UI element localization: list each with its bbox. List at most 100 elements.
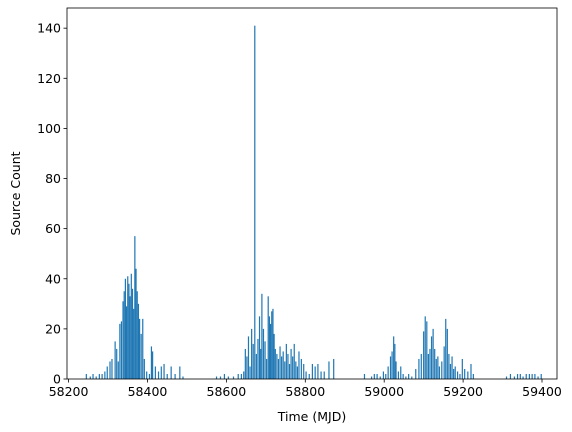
bar <box>528 373 530 379</box>
x-tick-label: 59400 <box>522 384 562 399</box>
bar <box>434 348 436 379</box>
bar <box>472 373 474 379</box>
bar <box>131 288 134 379</box>
bar <box>252 343 254 379</box>
bar <box>142 318 144 379</box>
bar <box>254 25 256 380</box>
bar <box>182 376 184 379</box>
bar <box>124 278 126 379</box>
bar <box>246 356 248 379</box>
bar <box>459 373 461 379</box>
bar <box>157 371 160 379</box>
bar <box>379 376 381 379</box>
bar <box>293 343 295 379</box>
bar <box>333 358 335 379</box>
bar <box>387 366 389 379</box>
bar <box>405 376 407 379</box>
bar <box>435 358 437 379</box>
bar <box>247 336 250 379</box>
bar <box>295 361 297 379</box>
plot-frame <box>66 7 558 380</box>
bar <box>453 368 455 379</box>
bar <box>300 358 302 379</box>
bar <box>393 336 395 379</box>
bar <box>179 366 181 379</box>
bar <box>257 338 259 379</box>
bar <box>268 316 270 379</box>
bar <box>323 371 325 379</box>
bar <box>292 356 294 379</box>
bar <box>363 373 366 379</box>
bar <box>85 373 87 379</box>
bar <box>426 321 428 379</box>
bar <box>456 371 459 379</box>
bar <box>111 358 113 379</box>
bar <box>273 333 275 379</box>
bar <box>287 353 289 379</box>
bar <box>262 328 265 379</box>
x-tick-label: 58400 <box>128 384 168 399</box>
bar <box>400 366 402 379</box>
bar <box>311 363 313 379</box>
bar <box>271 311 273 379</box>
bar <box>101 373 103 379</box>
bar <box>143 358 145 379</box>
bar <box>423 331 425 379</box>
bar <box>420 353 422 379</box>
bar <box>285 343 287 379</box>
bar <box>232 376 235 379</box>
bar <box>274 348 276 379</box>
bar <box>308 373 310 379</box>
bar <box>314 366 316 379</box>
bar <box>116 348 118 379</box>
bar <box>152 351 154 379</box>
bar <box>106 366 108 379</box>
y-tick-label: 40 <box>45 271 61 286</box>
bar <box>264 341 266 379</box>
bar <box>122 301 124 379</box>
bar <box>244 348 246 379</box>
bar <box>119 323 121 379</box>
bar <box>441 361 443 379</box>
bar <box>424 316 426 379</box>
bar <box>282 351 284 379</box>
bar <box>408 373 410 379</box>
bar <box>237 373 239 379</box>
bar <box>277 358 280 379</box>
y-tick-label: 60 <box>45 221 61 236</box>
y-tick-label: 140 <box>37 21 61 36</box>
bar <box>223 373 226 379</box>
bar <box>298 351 300 379</box>
bar <box>449 363 452 379</box>
bar <box>415 368 417 379</box>
bar <box>467 371 469 379</box>
bar <box>464 368 466 379</box>
bar <box>448 353 450 379</box>
y-tick-label: 0 <box>53 372 61 387</box>
bar <box>505 376 508 379</box>
bar <box>249 366 251 379</box>
bar <box>125 306 128 379</box>
bar <box>402 373 404 379</box>
bar <box>303 363 305 379</box>
bar <box>429 348 431 379</box>
bar <box>163 363 165 379</box>
bar <box>123 291 125 379</box>
bar <box>128 283 130 379</box>
bar <box>470 363 472 379</box>
x-tick-label: 58800 <box>285 384 325 399</box>
bar <box>276 353 278 379</box>
x-tick-label: 58200 <box>49 384 89 399</box>
bar <box>437 356 439 379</box>
bar <box>272 308 274 379</box>
bar <box>288 363 291 379</box>
bar <box>129 296 131 379</box>
bar <box>261 293 263 379</box>
bar <box>296 366 299 379</box>
bar <box>267 296 269 379</box>
bar <box>461 358 463 379</box>
bar <box>170 366 172 379</box>
bar <box>114 341 116 379</box>
bar <box>519 373 521 379</box>
